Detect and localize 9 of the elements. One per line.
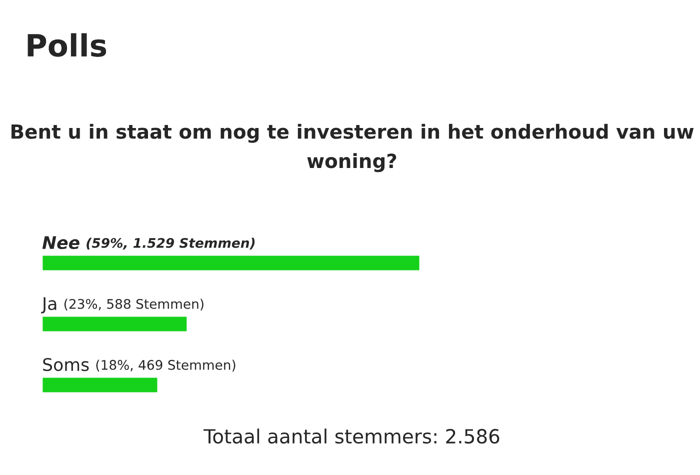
y-tick-label: Ja [41,297,56,314]
data-label: (23%, 588 Stemmen) [64,298,204,310]
text: Totaal aantal stemmers: 2.586 [204,428,500,444]
y-tick-label: Soms [43,358,89,372]
y-tick-label: Nee [42,236,80,250]
data-label: (18%, 469 Stemmen) [96,360,236,372]
chart-subtitle: Bent u in staat om nog te investeren in het onderhoud van uw woning? [12,124,694,172]
chart-title: Polls [28,33,106,57]
data-label: (59%, 1.529 Stemmen) [86,238,255,250]
